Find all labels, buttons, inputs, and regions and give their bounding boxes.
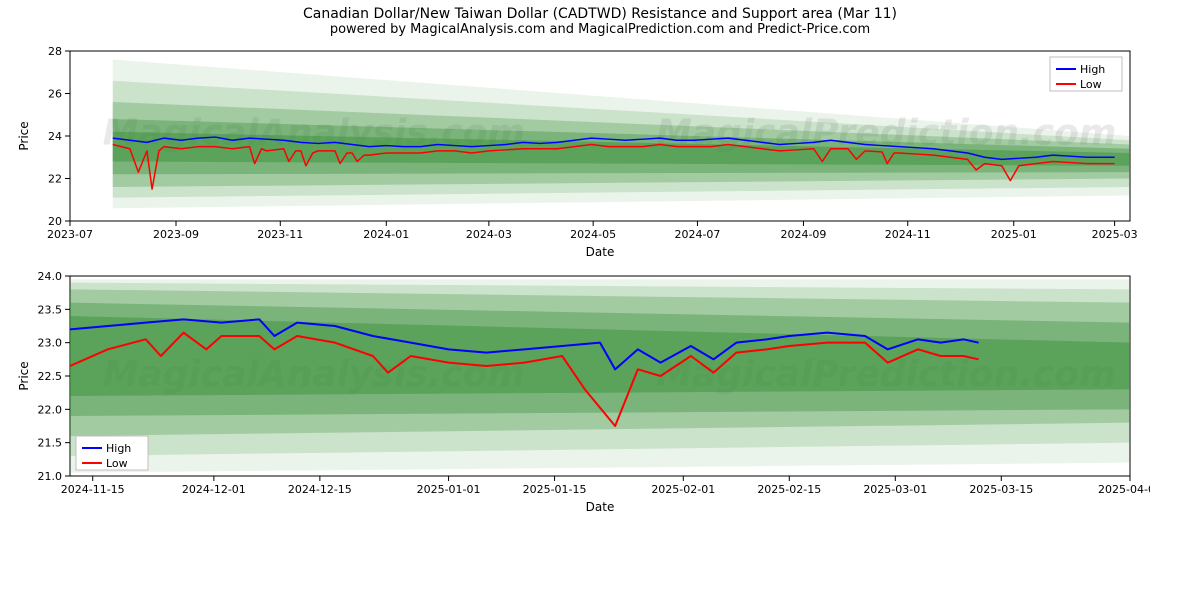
x-tick-label: 2025-03-01 [863, 483, 927, 496]
legend-label: Low [106, 457, 128, 470]
chart-title: Canadian Dollar/New Taiwan Dollar (CADTW… [10, 6, 1190, 22]
x-tick-label: 2024-01 [363, 228, 409, 241]
panel-bottom: MagicalAnalysis.comMagicalPrediction.com… [10, 266, 1190, 521]
panel-top: MagicalAnalysis.comMagicalPrediction.com… [10, 41, 1190, 266]
y-tick-label: 24 [48, 130, 62, 143]
x-tick-label: 2024-12-15 [288, 483, 352, 496]
y-tick-label: 23.0 [38, 337, 63, 350]
x-tick-label: 2025-03 [1092, 228, 1138, 241]
x-tick-label: 2024-11-15 [61, 483, 125, 496]
y-axis-label: Price [17, 121, 31, 150]
x-tick-label: 2023-07 [47, 228, 93, 241]
x-tick-label: 2025-01-01 [417, 483, 481, 496]
legend-label: High [1080, 63, 1105, 76]
y-tick-label: 21.5 [38, 437, 63, 450]
x-tick-label: 2024-09 [780, 228, 826, 241]
y-axis-label: Price [17, 361, 31, 390]
x-tick-label: 2024-11 [885, 228, 931, 241]
x-tick-label: 2023-09 [153, 228, 199, 241]
x-tick-label: 2025-04-01 [1098, 483, 1150, 496]
y-tick-label: 22.5 [38, 370, 63, 383]
x-tick-label: 2025-03-15 [969, 483, 1033, 496]
y-tick-label: 24.0 [38, 270, 63, 283]
y-tick-label: 23.5 [38, 303, 63, 316]
legend-label: Low [1080, 78, 1102, 91]
y-tick-label: 21.0 [38, 470, 63, 483]
y-tick-label: 22.0 [38, 403, 63, 416]
x-tick-label: 2024-07 [674, 228, 720, 241]
panel-bottom-svg: MagicalAnalysis.comMagicalPrediction.com… [10, 266, 1150, 521]
chart-subtitle: powered by MagicalAnalysis.com and Magic… [10, 22, 1190, 37]
x-tick-label: 2024-03 [466, 228, 512, 241]
y-tick-label: 20 [48, 215, 62, 228]
x-axis-label: Date [586, 245, 615, 259]
x-tick-label: 2025-02-15 [757, 483, 821, 496]
legend-label: High [106, 442, 131, 455]
y-tick-label: 22 [48, 173, 62, 186]
x-tick-label: 2025-01-15 [523, 483, 587, 496]
y-tick-label: 28 [48, 45, 62, 58]
x-tick-label: 2023-11 [257, 228, 303, 241]
panel-top-svg: MagicalAnalysis.comMagicalPrediction.com… [10, 41, 1150, 266]
x-axis-label: Date [586, 500, 615, 514]
x-tick-label: 2025-02-01 [651, 483, 715, 496]
x-tick-label: 2025-01 [991, 228, 1037, 241]
x-tick-label: 2024-05 [570, 228, 616, 241]
y-tick-label: 26 [48, 88, 62, 101]
x-tick-label: 2024-12-01 [182, 483, 246, 496]
